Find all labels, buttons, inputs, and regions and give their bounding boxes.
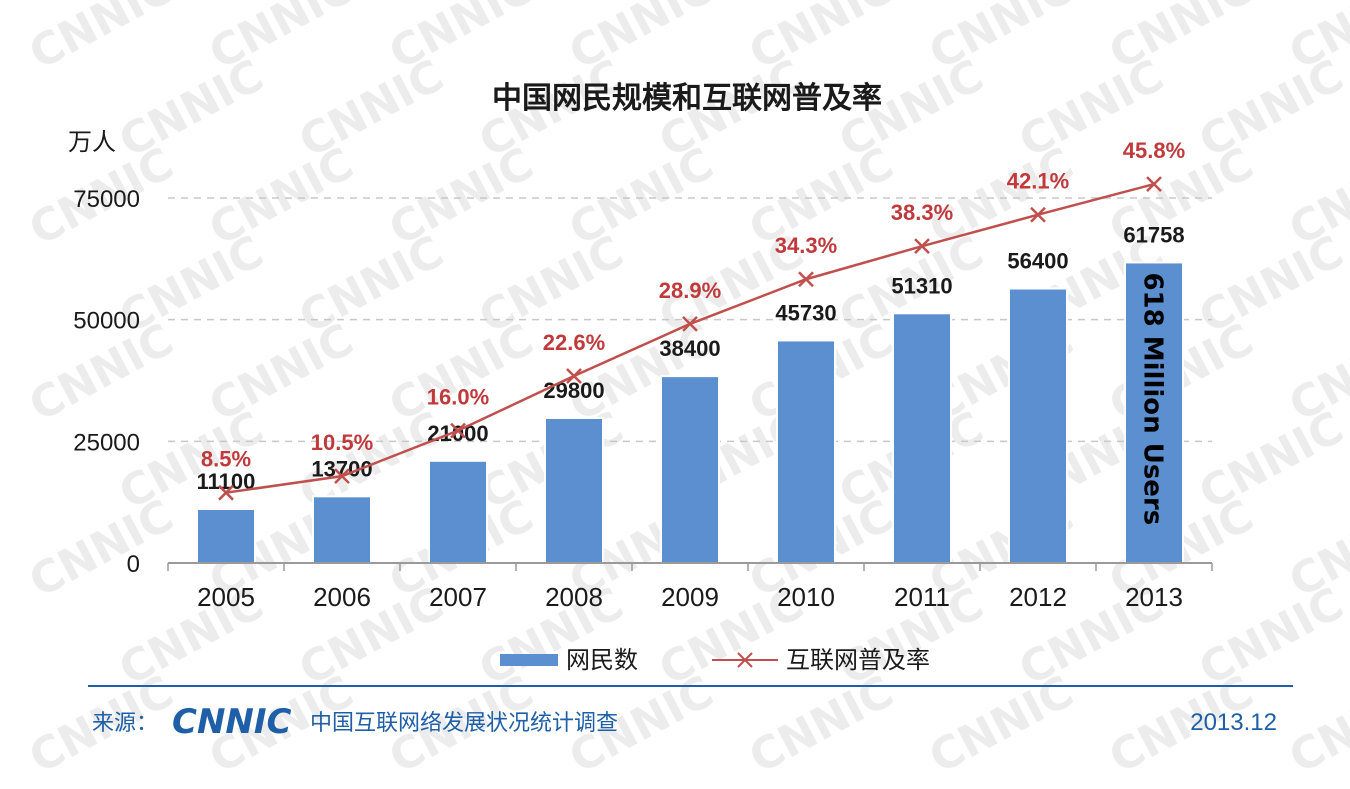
x-axis-ticks: 2005 2006 2007 2008 2009 2010 2011 2012 2013 [167,563,1213,612]
chart-title: 中国网民规模和互联网普及率 [492,81,882,116]
bar-value-label: 38400 [659,336,720,361]
line-value-label: 28.9% [659,278,721,303]
line-value-label: 22.6% [543,330,605,355]
x-tick-label: 2013 [1125,582,1183,612]
line-marker [450,422,466,439]
bar-value-label: 21000 [427,421,488,446]
y-tick-label: 0 [127,551,140,578]
bar [428,459,488,564]
legend-line-marker [737,652,753,668]
line-marker [566,368,582,384]
watermark-text: CNNIC [921,666,1081,784]
line-series: 8.5% 10.5% 16.0% 22.6% 28.9% 34.3% 38.3% 42.1% 4… [201,138,1185,501]
line-marker [682,316,698,332]
legend: 网民数 互联网普及率 [500,646,930,674]
bar [544,416,604,564]
bar [776,339,836,564]
x-tick-label: 2010 [777,582,835,612]
line-value-label: 34.3% [775,233,837,258]
cnnic-logo: CNNIC [172,702,292,742]
y-tick-label: 25000 [73,429,140,456]
y-tick-label: 50000 [73,308,140,335]
x-tick-label: 2012 [1009,582,1067,612]
bar-value-label: 45730 [775,300,836,325]
y-axis-unit: 万人 [68,128,116,156]
legend-bar-swatch [500,654,558,666]
line-marker [798,271,814,288]
bar [196,507,256,565]
line-marker [1146,176,1162,192]
bar [312,495,372,564]
bar-value-label: 61758 [1123,222,1184,247]
bar-value-label: 56400 [1007,249,1068,274]
x-tick-label: 2009 [661,582,719,612]
source-text: 中国互联网络发展状况统计调查 [310,711,618,736]
line-value-label: 10.5% [311,430,373,455]
x-tick-label: 2011 [894,582,950,612]
x-tick-label: 2007 [429,582,487,612]
legend-bar-label: 网民数 [566,646,638,674]
bar-value-label: 29800 [543,378,604,403]
line-value-label: 16.0% [427,385,489,410]
x-tick-label: 2006 [313,582,371,612]
bar [892,312,952,564]
source-label: 来源： [92,711,158,736]
bar-annotation: 618 Million Users [1138,272,1168,525]
y-tick-label: 75000 [73,186,140,213]
watermark-text: CNNIC [21,0,181,80]
line-marker [218,484,234,501]
bar [660,375,720,564]
line-value-label: 45.8% [1123,138,1185,163]
line-marker [1030,206,1046,223]
bar-series: 1110013700210002980038400457305131056400… [196,222,1185,565]
bar [1124,261,1184,564]
legend-line-label: 互联网普及率 [786,646,930,674]
watermark-text: CNNIC [741,666,901,784]
bar [1008,287,1068,564]
line-marker [914,238,930,255]
watermark-text: CNNIC [21,490,181,608]
x-tick-label: 2005 [197,582,255,612]
line-value-label: 8.5% [201,447,251,472]
line-value-label: 38.3% [891,200,953,225]
line-marker [334,468,350,485]
y-axis-ticks: 0 25000 50000 75000 [73,186,140,578]
line-value-label: 42.1% [1007,169,1069,194]
x-tick-label: 2008 [545,582,603,612]
footer-date: 2013.12 [1190,709,1277,736]
bar-value-label: 51310 [891,273,952,298]
watermark-text: CNNIC [1281,666,1350,784]
